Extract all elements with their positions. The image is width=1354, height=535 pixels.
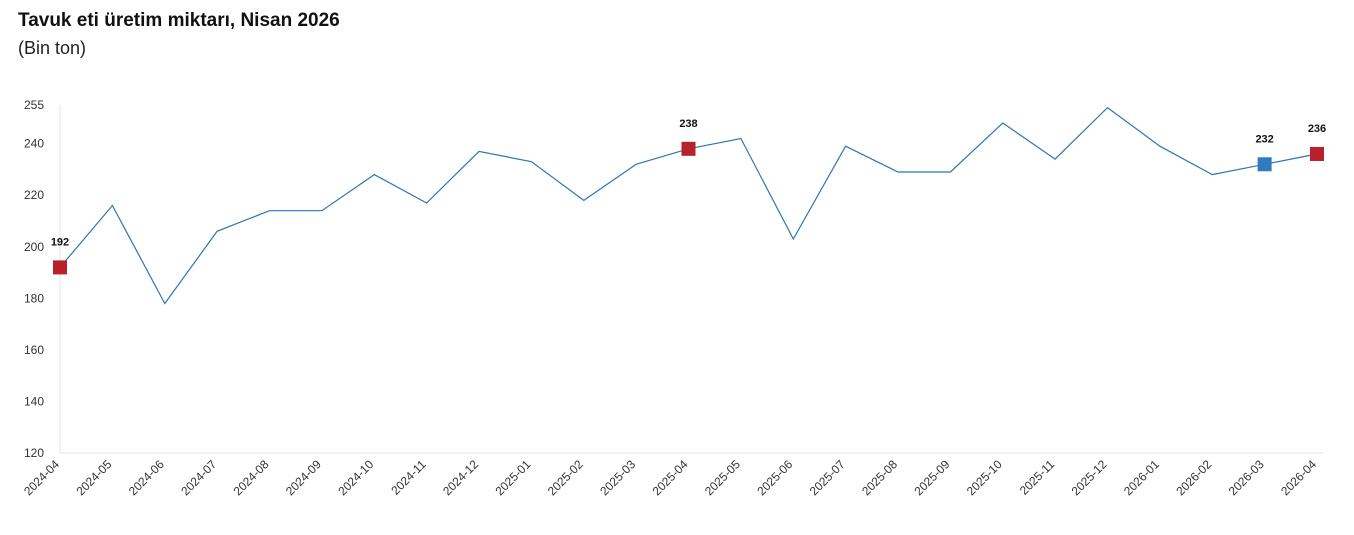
y-tick-label: 200 xyxy=(24,240,44,254)
y-tick-label: 120 xyxy=(24,446,44,460)
axes xyxy=(59,105,1323,454)
data-label: 232 xyxy=(1255,133,1273,145)
x-tick-label: 2025-04 xyxy=(650,457,691,498)
x-tick-label: 2025-06 xyxy=(754,457,795,498)
x-axis-ticks: 2024-04 2024-05 2024-06 2024-07 2024-08 2024-… xyxy=(21,457,1319,498)
x-tick-label: 2026-02 xyxy=(1173,457,1214,498)
data-markers xyxy=(53,141,1324,275)
series-line xyxy=(59,106,1318,305)
x-tick-label: 2025-09 xyxy=(911,457,952,498)
data-label: 238 xyxy=(679,118,697,130)
x-tick-label: 2024-09 xyxy=(283,457,324,498)
x-tick-label: 2026-01 xyxy=(1121,457,1162,498)
y-axis-ticks: 120 140 160 180 200 220 240 255 xyxy=(24,98,44,460)
x-tick-label: 2025-10 xyxy=(964,457,1005,498)
y-tick-label: 180 xyxy=(24,291,44,305)
x-tick-label: 2024-07 xyxy=(178,457,219,498)
data-marker xyxy=(681,141,696,156)
data-labels: 192 238 232 236 xyxy=(51,118,1326,249)
x-tick-label: 2024-08 xyxy=(231,457,272,498)
x-tick-label: 2024-10 xyxy=(335,457,376,498)
data-marker xyxy=(53,260,67,275)
x-tick-label: 2025-11 xyxy=(1017,457,1058,498)
data-marker xyxy=(1257,157,1272,172)
x-tick-label: 2024-04 xyxy=(21,457,62,498)
x-tick-label: 2024-11 xyxy=(388,457,429,498)
y-tick-label: 220 xyxy=(24,188,44,202)
x-tick-label: 2025-02 xyxy=(545,457,586,498)
y-tick-label: 140 xyxy=(24,394,44,408)
x-tick-label: 2024-06 xyxy=(126,457,167,498)
y-tick-label: 160 xyxy=(24,343,44,357)
x-tick-label: 2025-03 xyxy=(597,457,638,498)
chart-subtitle: (Bin ton) xyxy=(18,38,87,58)
data-label: 236 xyxy=(1308,123,1326,135)
x-tick-label: 2025-07 xyxy=(807,457,848,498)
x-tick-label: 2025-05 xyxy=(702,457,743,498)
x-tick-label: 2026-03 xyxy=(1226,457,1267,498)
x-tick-label: 2025-12 xyxy=(1069,457,1110,498)
data-marker xyxy=(1310,146,1324,161)
x-tick-label: 2025-08 xyxy=(859,457,900,498)
series-lines xyxy=(59,106,1318,305)
chart-title: Tavuk eti üretim miktarı, Nisan 2026 xyxy=(18,10,340,31)
data-label: 192 xyxy=(51,236,69,248)
y-tick-label: 255 xyxy=(24,98,44,112)
x-tick-label: 2024-05 xyxy=(73,457,114,498)
x-tick-label: 2025-01 xyxy=(492,457,533,498)
y-tick-label: 240 xyxy=(24,137,44,151)
x-tick-label: 2026-04 xyxy=(1278,457,1319,498)
x-tick-label: 2024-12 xyxy=(440,457,481,498)
